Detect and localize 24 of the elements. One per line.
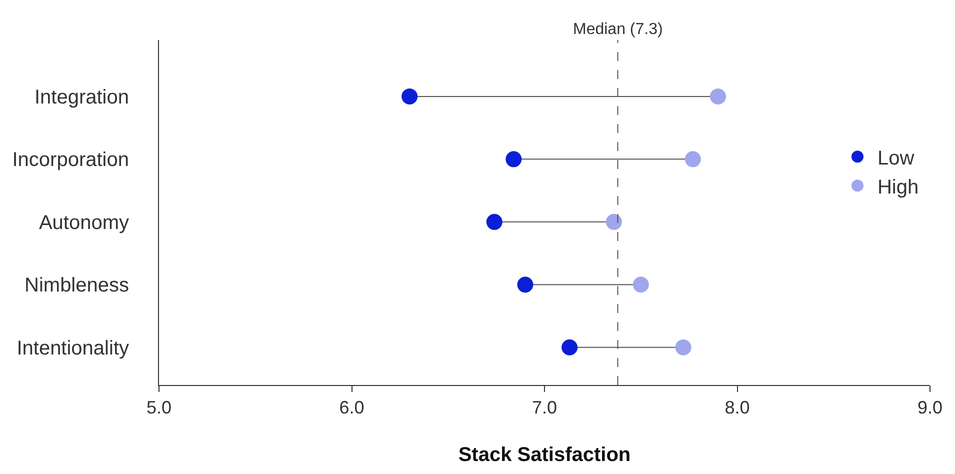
y-tick-label: Incorporation [12, 149, 129, 172]
y-tick-label: Intentionality [16, 337, 129, 360]
x-tick-label: 9.0 [917, 398, 943, 418]
point [606, 214, 622, 230]
point [675, 339, 692, 356]
x-tick-label: 6.0 [339, 398, 364, 418]
point [486, 214, 502, 230]
legend-label: High [877, 176, 919, 198]
y-tick-label: Integration [34, 86, 129, 108]
y-tick-label: Nimbleness [24, 274, 129, 297]
point [506, 151, 522, 168]
ref-line-label: Median (7.3) [573, 21, 663, 38]
legend-label: Low [877, 147, 915, 170]
point [517, 276, 534, 293]
point [562, 339, 578, 356]
point [710, 88, 726, 104]
point [632, 276, 649, 293]
x-tick-label: 7.0 [532, 398, 558, 418]
point [402, 88, 418, 104]
y-tick-label: Autonomy [38, 212, 129, 234]
x-axis-title: Stack Satisfaction [458, 444, 631, 466]
x-tick-label: 8.0 [724, 398, 750, 418]
x-tick-label: 5.0 [146, 398, 172, 418]
point [684, 151, 701, 168]
